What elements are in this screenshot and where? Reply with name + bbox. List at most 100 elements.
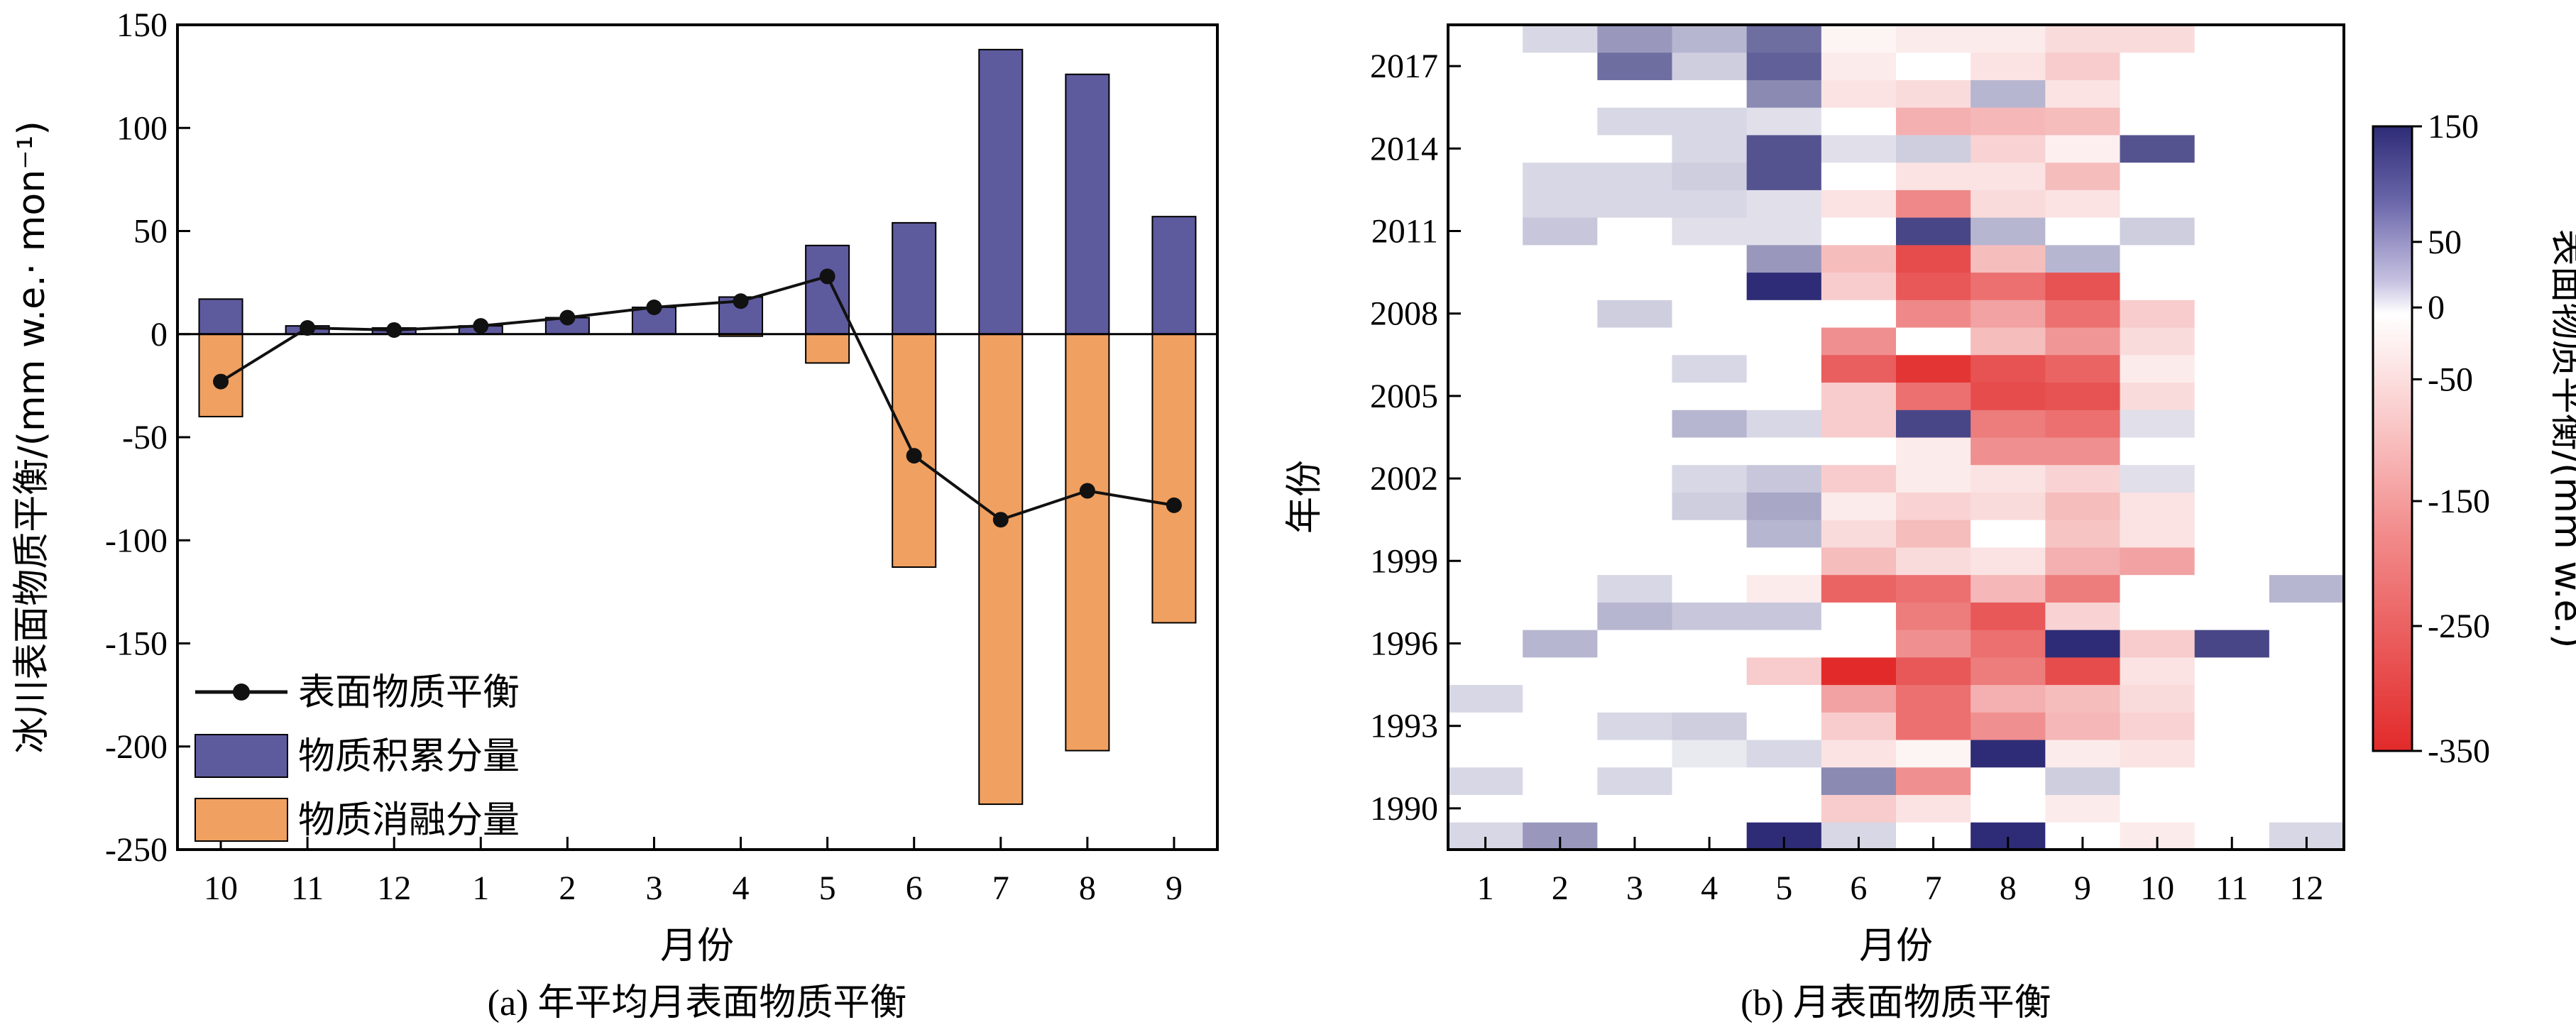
heatmap-cell: [1523, 767, 1598, 796]
heatmap-cell: [1597, 492, 1672, 520]
heatmap-cell: [2045, 327, 2120, 356]
colorbar-tick-label: 150: [2428, 108, 2479, 146]
heatmap-cell: [1746, 547, 1822, 576]
heatmap-cell: [2194, 52, 2270, 80]
heatmap-cell: [1896, 657, 1971, 686]
heatmap-cell: [2194, 300, 2270, 328]
heatmap-cell: [1448, 244, 1523, 273]
heatmap-cell: [1821, 602, 1897, 630]
heatmap-cell: [1746, 134, 1822, 163]
heatmap-cell: [1597, 162, 1672, 190]
heatmap-cell: [1746, 272, 1822, 300]
legend-balance-marker: [233, 684, 250, 701]
heatmap-cell: [2045, 162, 2120, 190]
heatmap-cell: [1672, 492, 1748, 520]
heatmap-cell: [1597, 464, 1672, 493]
heatmap-cell: [1597, 134, 1672, 163]
heatmap-cell: [1971, 217, 2046, 246]
heatmap-cell: [1672, 464, 1748, 493]
heatmap-cell: [1746, 52, 1822, 80]
heatmap-cell: [1672, 300, 1748, 328]
heatmap-cell: [1448, 162, 1523, 190]
heatmap-cell: [1523, 740, 1598, 768]
heatmap-cell: [2194, 410, 2270, 438]
heatmap-cell: [1597, 190, 1672, 218]
heatmap-cell: [2045, 190, 2120, 218]
heatmap-cell: [2120, 767, 2196, 796]
heatmap-cell: [1523, 684, 1598, 713]
balance-point: [992, 512, 1009, 528]
heatmap-cell: [2194, 547, 2270, 576]
heatmap-cell: [1523, 52, 1598, 80]
heatmap-cell: [1597, 244, 1672, 273]
y-tick-label: 1996: [1370, 625, 1438, 663]
heatmap-cell: [1597, 107, 1672, 136]
legend-accumulation-label: 物质积累分量: [298, 735, 520, 778]
heatmap-cell: [1896, 767, 1971, 796]
heatmap-cell: [2269, 437, 2345, 466]
heatmap-cell: [1896, 492, 1971, 520]
panel-a-bars: [198, 48, 1197, 806]
heatmap-cell: [1523, 79, 1598, 108]
heatmap-cell: [1896, 327, 1971, 356]
heatmap-cell: [2120, 25, 2196, 53]
heatmap-cell: [1896, 464, 1971, 493]
heatmap-cell: [1821, 162, 1897, 190]
heatmap-cell: [1821, 464, 1897, 493]
x-tick-label: 11: [2215, 869, 2248, 907]
heatmap-cell: [1597, 354, 1672, 383]
heatmap-cell: [2269, 217, 2345, 246]
heatmap-cell: [1672, 354, 1748, 383]
x-tick-label: 8: [2000, 869, 2017, 907]
heatmap-cell: [2269, 657, 2345, 686]
heatmap-cell: [1523, 190, 1598, 218]
heatmap-cell: [1746, 354, 1822, 383]
legend-balance-label: 表面物质平衡: [298, 671, 520, 714]
heatmap-cell: [2269, 602, 2345, 630]
heatmap-cell: [1746, 740, 1822, 768]
heatmap-cell: [1971, 437, 2046, 466]
legend-ablation-swatch: [194, 798, 288, 842]
heatmap-cell: [1523, 272, 1598, 300]
heatmap-cell: [1896, 300, 1971, 328]
heatmap-cell: [2120, 272, 2196, 300]
heatmap-cell: [1672, 244, 1748, 273]
colorbar-tick-label: -150: [2428, 483, 2490, 520]
heatmap-cell: [1971, 190, 2046, 218]
heatmap-cell: [2045, 767, 2120, 796]
colorbar-label: 表面物质平衡/(mm w.e.): [2546, 229, 2576, 649]
heatmap-cell: [2045, 272, 2120, 300]
heatmap-cell: [1448, 25, 1523, 53]
x-tick-label: 10: [2140, 869, 2174, 907]
x-tick-label: 3: [1626, 869, 1643, 907]
heatmap-cell: [1672, 217, 1748, 246]
heatmap-cell: [1746, 464, 1822, 493]
heatmap-cell: [1448, 327, 1523, 356]
heatmap-cell: [1821, 520, 1897, 548]
heatmap-cell: [1523, 547, 1598, 576]
heatmap-cell: [2120, 657, 2196, 686]
heatmap-cell: [1672, 767, 1748, 796]
heatmap-cell: [2269, 327, 2345, 356]
heatmap-cell: [1523, 520, 1598, 548]
x-tick-label: 7: [1925, 869, 1942, 907]
heatmap-cell: [2194, 684, 2270, 713]
heatmap-cell: [2194, 162, 2270, 190]
heatmap-cell: [2045, 107, 2120, 136]
legend-ablation-label: 物质消融分量: [298, 799, 520, 842]
y-tick-label: 100: [116, 109, 168, 147]
ablation-bar: [1151, 333, 1197, 624]
heatmap-cell: [1597, 657, 1672, 686]
heatmap-cell: [1523, 107, 1598, 136]
heatmap-cell: [2269, 52, 2345, 80]
heatmap-cell: [1896, 574, 1971, 603]
heatmap-cell: [1448, 574, 1523, 603]
balance-point: [733, 293, 749, 309]
heatmap-cell: [1597, 79, 1672, 108]
heatmap-cell: [1448, 190, 1523, 218]
panel-b-y-ticks: 1990 1993 1996 1999 2002 2005 2008 2011 2014 2017: [1370, 48, 1461, 828]
heatmap-cell: [2269, 630, 2345, 658]
heatmap-cell: [2045, 492, 2120, 520]
heatmap-cell: [1597, 410, 1672, 438]
